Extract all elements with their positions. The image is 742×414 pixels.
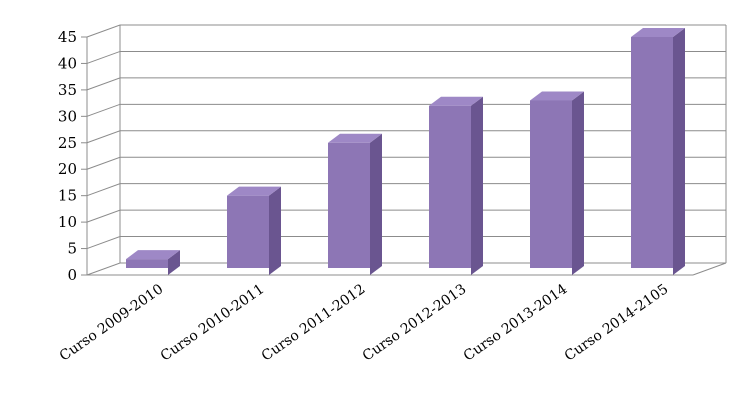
gridline [86,262,726,276]
bar-side [572,91,584,275]
bar-top [429,96,483,106]
bar-front [631,37,673,268]
y-tick-label: 30 [58,107,77,125]
x-tick-label: Curso 2011-2012 [259,281,369,364]
bar-top [328,133,382,143]
y-tick-label: 35 [58,81,77,99]
gridline [86,183,726,197]
bar-top [227,186,281,196]
x-tick-label: Curso 2014-2105 [562,281,672,364]
floor-right-edge [692,262,727,276]
y-tick-label: 5 [67,240,77,258]
bar-front [530,100,572,268]
bar [328,133,382,275]
gridline [86,103,726,117]
bar-front [227,195,269,268]
bar-front [328,142,370,268]
gridline [86,156,726,170]
x-tick-label: Curso 2012-2013 [360,281,470,364]
gridline [86,24,726,38]
x-tick-label: Curso 2013-2014 [461,281,571,364]
bar [429,96,483,275]
y-tick-label: 45 [58,28,77,46]
y-tick-label: 0 [67,266,77,284]
bar-side [673,28,685,275]
bar [631,28,685,275]
gridline [86,209,726,223]
bar-front [126,259,168,268]
bar-top [126,250,180,260]
y-tick-label: 10 [58,213,77,231]
chart-grid [81,24,727,276]
bar-side [370,133,382,275]
y-tick-label: 20 [58,160,77,178]
bars [126,28,685,275]
bar-top [530,91,584,101]
y-tick-label: 40 [58,54,77,72]
y-tick-label: 25 [58,134,77,152]
bar-top [631,28,685,37]
gridline [86,77,726,91]
y-axis-ticks: 0 5 10 15 20 25 30 35 40 45 [58,28,77,284]
bar-side [168,250,180,275]
bar [530,91,584,275]
y-tick-label: 15 [58,187,77,205]
bar-front [429,105,471,268]
gridline [86,236,726,250]
x-tick-label: Curso 2010-2011 [158,281,268,364]
x-tick-label: Curso 2009-2010 [57,281,167,364]
bar-side [269,186,281,275]
gridline [86,130,726,144]
bar [227,186,281,275]
bar-side [471,96,483,275]
gridline [86,50,726,64]
bar [126,250,180,275]
